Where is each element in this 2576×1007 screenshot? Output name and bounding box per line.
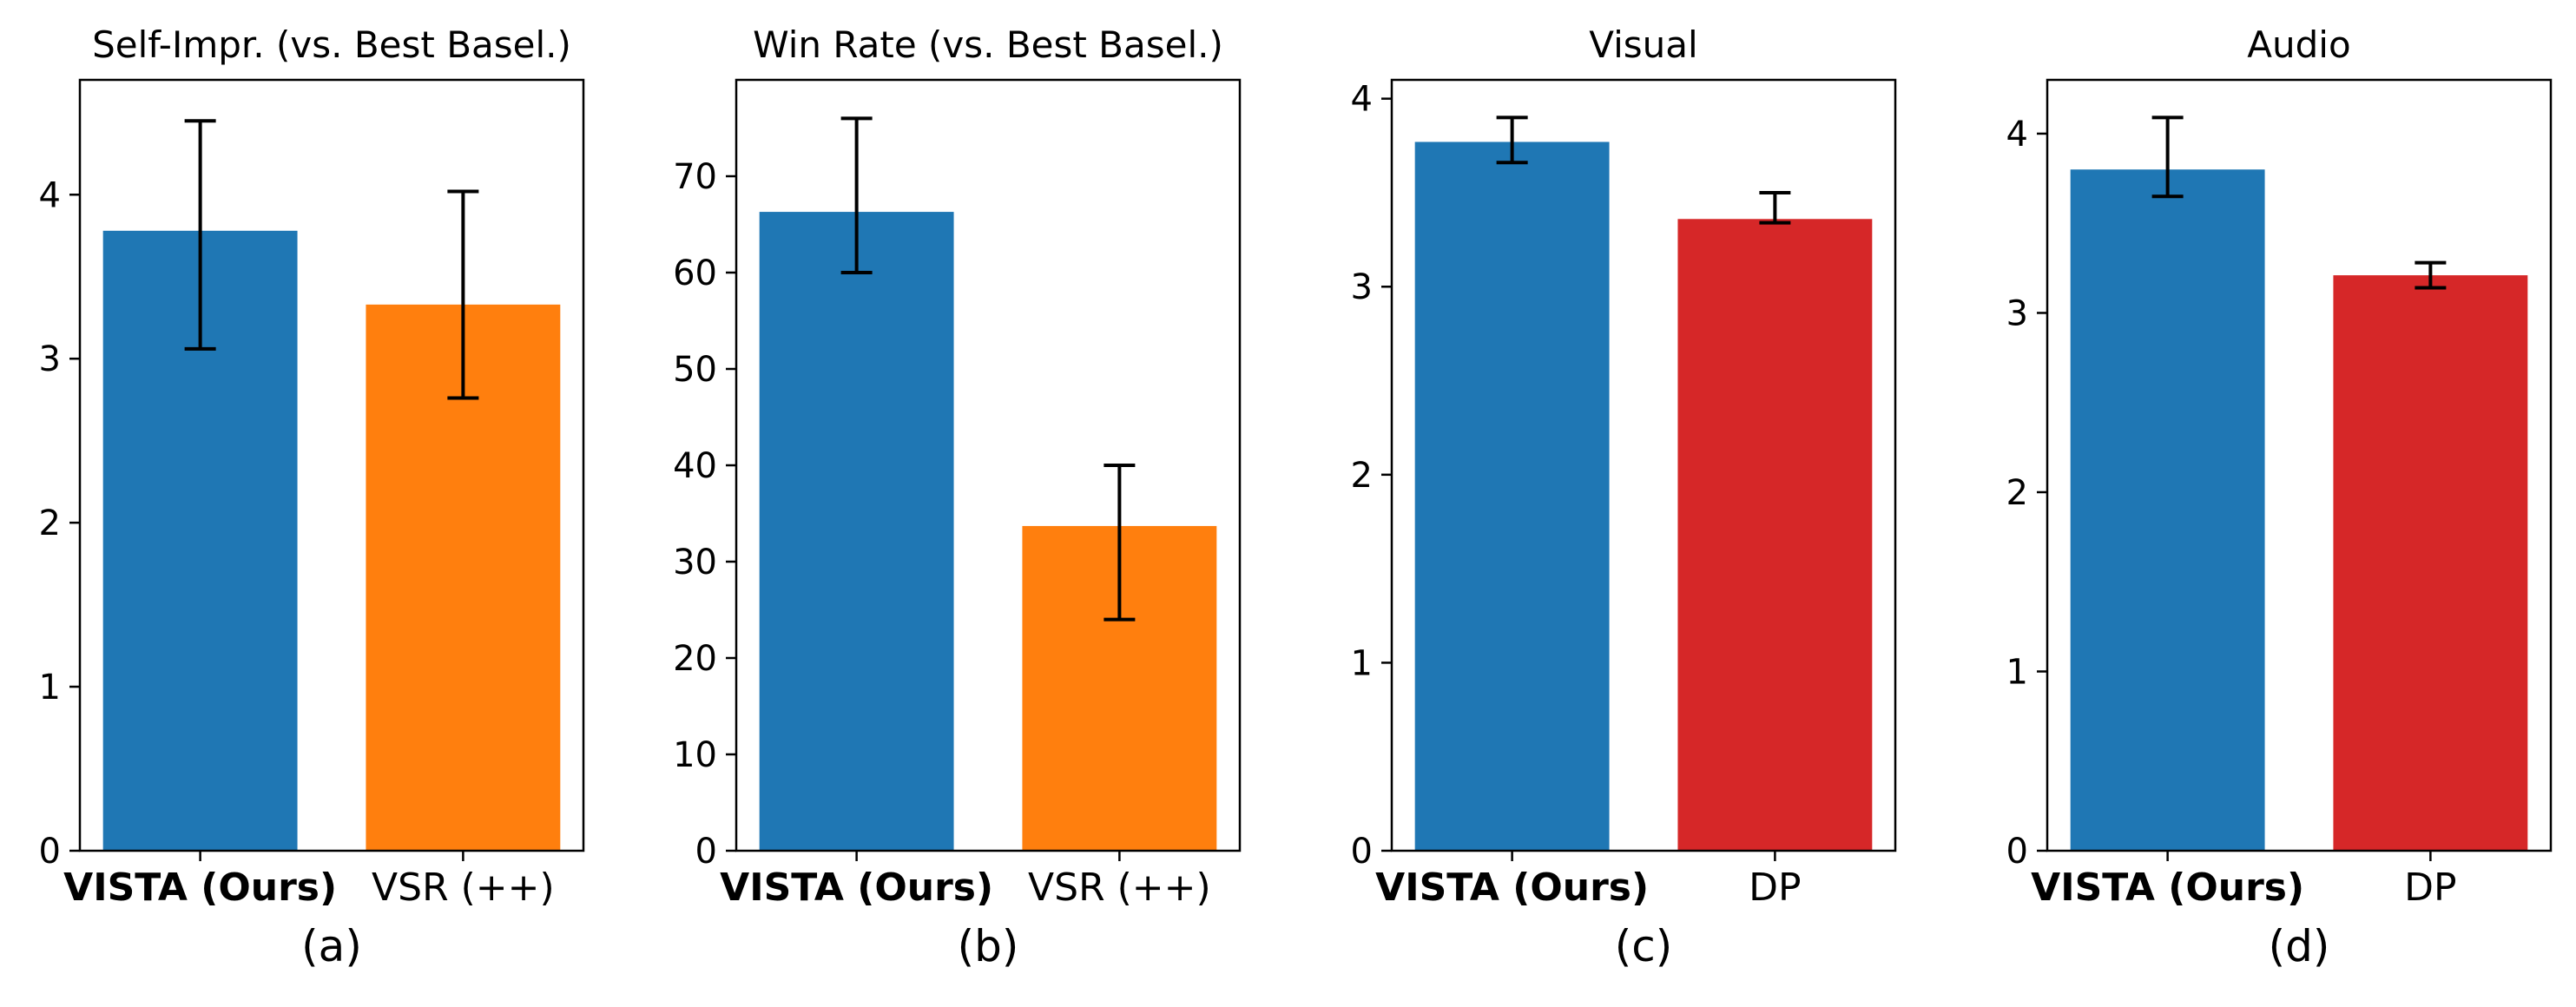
y-tick-label: 40: [673, 446, 717, 486]
x-tick-label: VSR (++): [372, 865, 555, 910]
x-tick-label: VSR (++): [1028, 865, 1211, 910]
y-tick-label: 0: [695, 832, 717, 872]
y-tick-label: 1: [2006, 652, 2028, 692]
y-tick-label: 1: [1351, 643, 1373, 683]
x-tick-label: VISTA (Ours): [1375, 865, 1649, 910]
chart-panel-d: 0 1 2 3 4 VISTA (Ours) DP Audio (d): [2006, 23, 2553, 971]
y-tick-label: 70: [673, 157, 717, 197]
chart-title: Self-Impr. (vs. Best Basel.): [92, 23, 571, 66]
chart-panel-c: 0 1 2 3 4 VISTA (Ours) DP Visual (c): [1351, 23, 1897, 971]
x-tick-label: VISTA (Ours): [2031, 865, 2304, 910]
x-tick-label: VISTA (Ours): [63, 865, 337, 910]
y-tick-label: 10: [673, 735, 717, 775]
y-tick-label: 3: [39, 339, 61, 379]
y-tick-label: 4: [39, 175, 61, 215]
y-tick-label: 60: [673, 253, 717, 293]
y-tick-label: 3: [1351, 267, 1373, 307]
chart-panel-b: 0 10 20 30 40 50 60 70 VISTA (Ours) VSR (++) Win R…: [673, 23, 1242, 971]
chart-title: Win Rate (vs. Best Basel.): [753, 23, 1223, 66]
panel-label: (a): [301, 921, 362, 971]
y-tick-label: 20: [673, 639, 717, 679]
panel-label: (b): [958, 921, 1019, 971]
panel-label: (d): [2269, 921, 2330, 971]
chart-panel-a: 0 1 2 3 4 VISTA (Ours) VSR (++) Self-Impr. (vs.…: [39, 23, 585, 971]
axes-frame: [1390, 78, 1897, 852]
x-tick-label: DP: [2404, 865, 2456, 910]
y-tick-label: 4: [2006, 115, 2028, 155]
y-tick-label: 4: [1351, 80, 1373, 120]
y-tick-label: 30: [673, 543, 717, 582]
y-tick-label: 0: [39, 832, 61, 872]
chart-title: Audio: [2247, 23, 2350, 66]
y-tick-label: 2: [1351, 456, 1373, 496]
bar-vista: [2070, 169, 2265, 852]
chart-title: Visual: [1589, 23, 1697, 66]
y-tick-label: 1: [39, 668, 61, 708]
y-tick-label: 3: [2006, 293, 2028, 333]
panel-label: (c): [1615, 921, 1673, 971]
y-tick-label: 0: [1351, 832, 1373, 872]
bar-baseline: [2333, 275, 2528, 852]
y-tick-label: 2: [2006, 473, 2028, 513]
y-tick-label: 2: [39, 504, 61, 543]
bar-baseline: [1677, 219, 1873, 851]
y-tick-label: 0: [2006, 832, 2028, 872]
axes-frame: [2046, 78, 2553, 852]
bar-vista: [759, 212, 954, 851]
x-tick-label: VISTA (Ours): [720, 865, 993, 910]
bar-vista: [1414, 142, 1610, 852]
x-tick-label: DP: [1749, 865, 1801, 910]
axes-frame: [78, 78, 585, 852]
y-tick-label: 50: [673, 350, 717, 390]
